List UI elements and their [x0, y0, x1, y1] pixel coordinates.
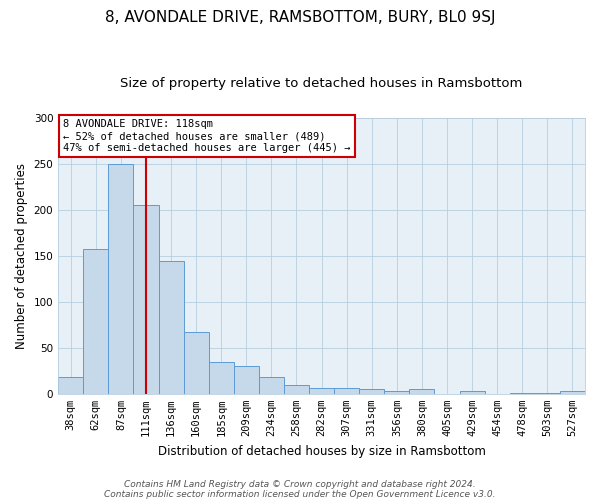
Bar: [309, 388, 334, 394]
Bar: [83, 248, 109, 394]
Bar: [109, 164, 133, 394]
Bar: [409, 389, 434, 394]
Y-axis label: Number of detached properties: Number of detached properties: [15, 163, 28, 349]
Bar: [460, 391, 485, 394]
Bar: [284, 384, 309, 394]
Bar: [560, 391, 585, 394]
Title: Size of property relative to detached houses in Ramsbottom: Size of property relative to detached ho…: [121, 78, 523, 90]
Bar: [259, 378, 284, 394]
Text: Contains HM Land Registry data © Crown copyright and database right 2024.: Contains HM Land Registry data © Crown c…: [124, 480, 476, 489]
Bar: [510, 393, 535, 394]
Text: 8 AVONDALE DRIVE: 118sqm
← 52% of detached houses are smaller (489)
47% of semi-: 8 AVONDALE DRIVE: 118sqm ← 52% of detach…: [64, 120, 351, 152]
Bar: [158, 260, 184, 394]
Bar: [209, 362, 234, 394]
Bar: [133, 206, 158, 394]
Bar: [359, 389, 385, 394]
Bar: [58, 378, 83, 394]
Bar: [385, 391, 409, 394]
Text: Contains public sector information licensed under the Open Government Licence v3: Contains public sector information licen…: [104, 490, 496, 499]
Bar: [334, 388, 359, 394]
Bar: [184, 332, 209, 394]
Text: 8, AVONDALE DRIVE, RAMSBOTTOM, BURY, BL0 9SJ: 8, AVONDALE DRIVE, RAMSBOTTOM, BURY, BL0…: [105, 10, 495, 25]
Bar: [234, 366, 259, 394]
Bar: [535, 393, 560, 394]
X-axis label: Distribution of detached houses by size in Ramsbottom: Distribution of detached houses by size …: [158, 444, 485, 458]
